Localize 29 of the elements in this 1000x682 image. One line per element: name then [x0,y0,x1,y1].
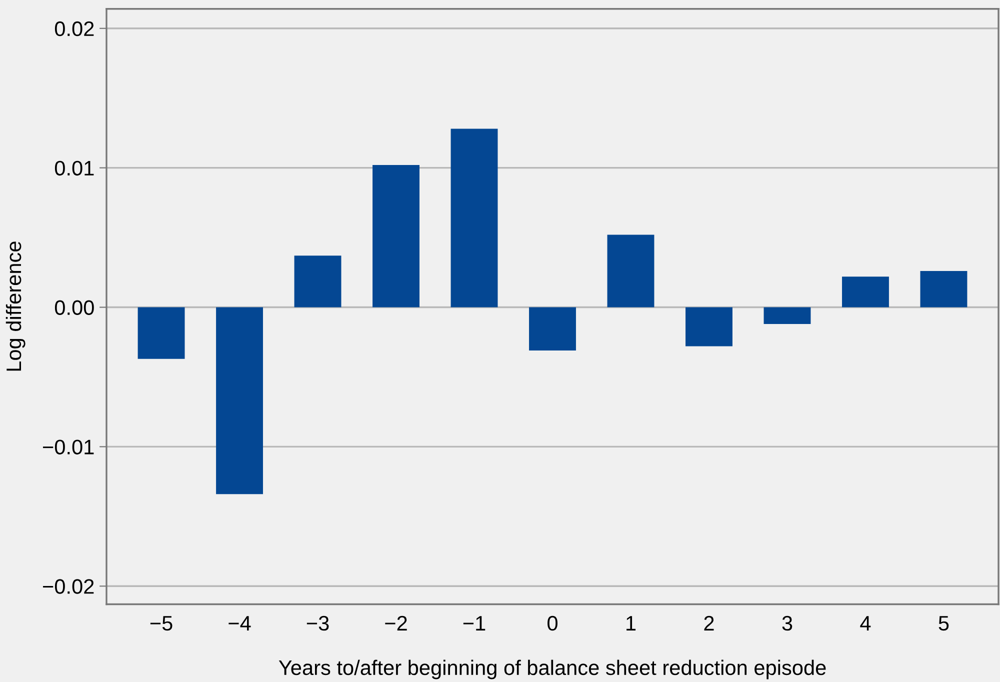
bar [842,276,889,308]
x-tick-label: 4 [860,616,871,630]
x-tick-label: −4 [228,616,251,630]
x-tick-label: −3 [306,616,329,631]
x-axis-title: Years to/after beginning of balance sheet reduction episode [278,660,826,680]
bar [529,307,576,350]
bar [450,128,498,308]
y-tick-label: 0.00 [54,300,94,316]
x-tick-label: −1 [463,616,486,630]
x-tick-label: 3 [782,616,792,631]
bar [216,307,263,494]
x-tick-label: 5 [938,616,949,631]
bar [607,234,654,308]
x-tick-label: −2 [385,616,407,630]
y-tick-label: −0.02 [43,579,94,594]
x-tick-label: 1 [626,616,636,630]
y-tick-label: 0.01 [54,160,94,176]
bar [920,271,968,308]
y-tick-label: 0.02 [54,21,94,36]
bar [294,256,342,308]
bar [372,165,420,308]
y-tick-label: −0.01 [43,440,94,454]
bar [138,307,185,359]
bar [764,307,811,324]
x-tick-label: −5 [150,616,172,631]
x-tick-label: 0 [548,616,558,631]
x-tick-label: 2 [704,616,714,630]
bar [686,307,732,346]
y-axis-title: Log difference [6,242,26,371]
